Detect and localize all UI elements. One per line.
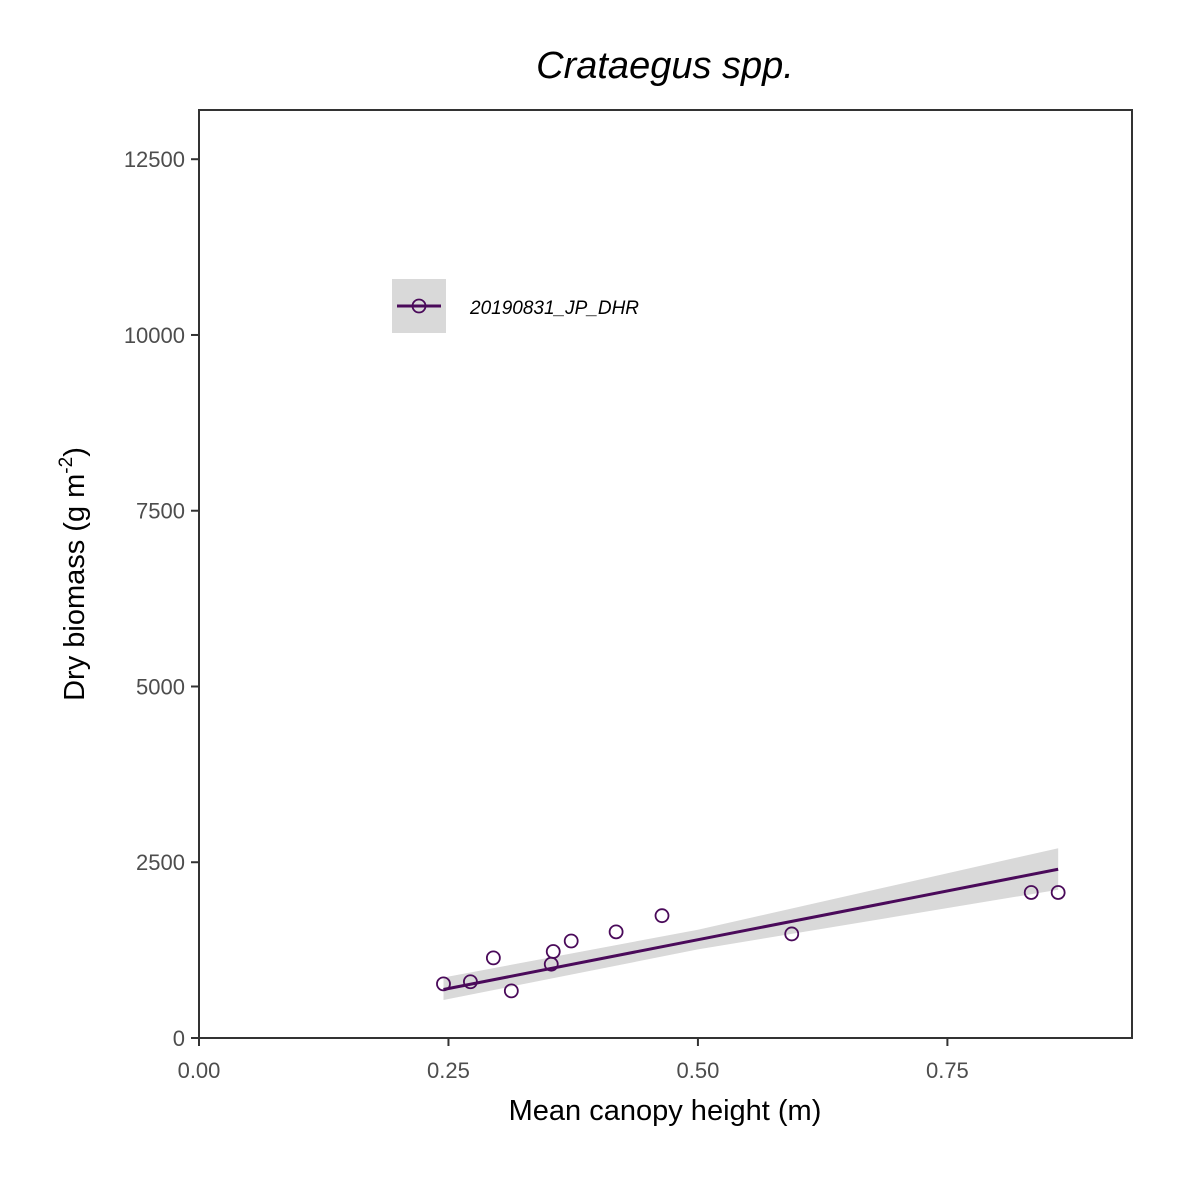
data-point [545,944,561,959]
data-point [784,926,800,942]
x-tick-label: 0.75 [926,1058,969,1083]
y-tick-label: 0 [173,1026,185,1051]
data-point [463,974,478,990]
data-point [1023,885,1039,900]
points-layer [436,885,1066,999]
x-tick-label: 0.50 [677,1058,720,1083]
fit-line-layer [443,867,1059,991]
legend: 20190831_JP_DHR [392,279,639,333]
plot-panel-border [198,109,1133,1039]
x-tick-label: 0.25 [427,1058,470,1083]
y-tick-label: 12500 [124,147,185,172]
data-point [608,924,624,940]
data-point [436,976,451,992]
y-axis-title-end: ) [59,447,91,457]
legend-key-point [411,298,427,314]
chart-title: Crataegus spp. [536,45,794,87]
y-tick-label: 10000 [124,323,185,348]
data-point [485,950,501,966]
x-axis-title: Mean canopy height (m) [509,1095,822,1127]
y-axis-title-main: Dry biomass (g m [59,474,91,701]
x-tick-label: 0.00 [178,1058,221,1083]
ci-band-layer [443,848,1059,1000]
y-tick-label: 5000 [136,674,185,699]
confidence-band [443,848,1059,1000]
data-point [503,983,519,999]
regression-line [443,867,1059,991]
data-point [1050,885,1066,900]
y-axis-title: Dry biomass (g m-2) [56,447,91,701]
y-axis-title-superscript: -2 [56,457,77,474]
x-axis: 0.00 0.25 0.50 0.75 [178,1038,969,1083]
y-tick-label: 2500 [136,850,185,875]
legend-label: 20190831_JP_DHR [469,298,639,319]
y-axis: 0 2500 5000 7500 10000 12500 [124,147,199,1051]
y-tick-label: 7500 [136,499,185,524]
data-point [563,933,579,949]
data-point [654,908,670,924]
